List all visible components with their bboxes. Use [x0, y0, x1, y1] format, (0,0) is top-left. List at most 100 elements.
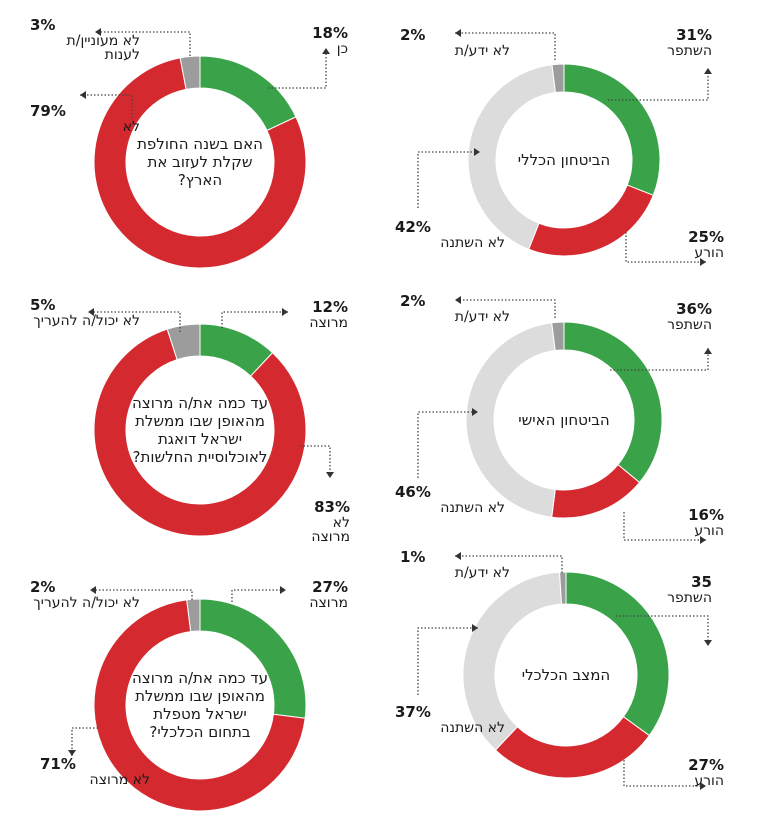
donut-4-leader-1 — [300, 445, 331, 478]
leader-arrow — [455, 296, 461, 304]
slice-percent: 3% — [30, 16, 56, 34]
donut-4-label-0: 12% מרוצה — [288, 299, 348, 331]
leader-arrow — [704, 640, 712, 646]
slice-caption: השתפר — [667, 589, 712, 606]
slice-percent: 16% — [688, 506, 724, 524]
slice-percent: 5% — [30, 296, 56, 314]
slice-caption: כן — [336, 40, 348, 57]
slice-caption: לא — [122, 118, 140, 135]
donut-3-slice-2 — [179, 55, 201, 90]
donut-0-label-0: 31% השתפר — [652, 26, 712, 59]
slice-percent: 36% — [676, 300, 712, 318]
slice-percent: 27% — [312, 578, 348, 596]
slice-caption: לא ידע/ת — [454, 42, 510, 59]
donut-1-label-2: 46% לא השתנה — [395, 483, 505, 516]
donut-3-center-title: האם בשנה החולפת שקלת לעזוב את הארץ? — [137, 135, 263, 189]
donut-3-label-0: 18% כן — [288, 25, 348, 57]
slice-caption: מרוצה — [309, 314, 348, 331]
donut-1-label-1: 16% הורע — [664, 506, 724, 539]
leader-arrow — [472, 408, 478, 416]
donut-4-label-1: 83% לא מרוצה — [290, 498, 350, 546]
donut-1-center-title: הביטחון האישי — [518, 411, 610, 429]
donut-2-center-title: המצב הכלכלי — [521, 666, 611, 684]
donut-2-label-0: 35 השתפר — [652, 573, 712, 606]
leader-arrow — [700, 536, 706, 544]
slice-caption: מרוצה — [309, 594, 348, 611]
donut-0-label-2: 42% לא השתנה — [395, 218, 505, 251]
slice-percent: 71% — [40, 755, 76, 773]
slice-percent: 83% — [314, 498, 350, 516]
donut-0-slice-3 — [551, 63, 565, 94]
slice-caption: לא השתנה — [440, 499, 505, 516]
slice-caption: לא מעוניין/ת לענות — [66, 32, 140, 64]
leader-arrow — [700, 782, 706, 790]
slice-caption: הורע — [694, 244, 724, 261]
donut-4-label-2: 5% לא יכול/ה להעריך — [30, 296, 140, 329]
slice-percent: 46% — [395, 483, 431, 501]
donut-5-label-1: 71% לא מרוצה — [40, 755, 150, 787]
leader-arrow — [90, 586, 96, 594]
slice-percent: 1% — [400, 548, 426, 566]
donut-4-slice-1 — [93, 328, 307, 537]
leader-arrow — [280, 586, 286, 594]
donut-4-leader-0 — [221, 311, 288, 328]
donut-5-label-0: 27% מרוצה — [288, 578, 348, 611]
leader-arrow — [282, 308, 288, 316]
donut-1-label-0: 36% השתפר — [652, 300, 712, 333]
slice-percent: 37% — [395, 703, 431, 721]
donut-2-label-2: 37% לא השתנה — [395, 703, 505, 736]
donut-3-leader-1 — [80, 94, 133, 118]
donut-1-leader-0 — [610, 348, 709, 371]
slice-caption: לא השתנה — [440, 719, 505, 736]
leader-arrow — [322, 48, 330, 54]
leader-arrow — [455, 552, 461, 560]
donut-2-leader-2 — [417, 627, 478, 695]
donut-3-leader-2 — [95, 31, 191, 56]
donut-4-leader-2 — [88, 311, 181, 332]
slice-percent: 31% — [676, 26, 712, 44]
slice-caption: השתפר — [667, 316, 712, 333]
slice-caption: לא מרוצה — [311, 514, 350, 546]
donut-0-leader-2 — [417, 151, 480, 208]
donut-1-leader-3 — [455, 299, 556, 318]
donut-5-label-2: 2% לא יכול/ה להעריך — [30, 578, 140, 610]
slice-percent: 2% — [400, 26, 426, 44]
slice-caption: השתפר — [667, 42, 712, 59]
leader-arrow — [80, 91, 86, 99]
slice-percent: 42% — [395, 218, 431, 236]
slice-caption: הורע — [694, 522, 724, 539]
slice-caption: הורע — [694, 772, 724, 789]
leader-arrow — [700, 258, 706, 266]
donut-2-slice-2 — [462, 571, 563, 751]
slice-percent: 2% — [30, 578, 56, 596]
donut-2-leader-1 — [623, 760, 706, 787]
slice-caption: לא ידע/ת — [454, 308, 510, 325]
donut-1-leader-2 — [417, 411, 478, 478]
donut-1-label-3: 2% לא ידע/ת — [400, 293, 510, 325]
leader-arrow — [474, 148, 480, 156]
donut-4-slice-2 — [166, 323, 201, 361]
donut-3-leader-0 — [268, 48, 327, 89]
donut-5-center-title: עד כמה את/ה מרוצה מהאופן שבו ממשלת ישראל… — [132, 669, 268, 741]
donut-1-slice-3 — [551, 321, 565, 352]
donut-2-leader-3 — [455, 555, 563, 573]
donut-5-leader-2 — [90, 589, 193, 600]
leader-arrow — [95, 28, 101, 36]
donut-0-label-3: 2% לא ידע/ת — [400, 26, 510, 59]
donut-2-label-1: 27% הורע — [664, 756, 724, 789]
leader-arrow — [326, 472, 334, 478]
donut-3-label-1: 79% לא — [30, 102, 140, 135]
donut-0-slice-2 — [467, 64, 557, 250]
leader-arrow — [704, 348, 712, 354]
donut-5-slice-1 — [93, 599, 306, 812]
donut-5-leader-0 — [231, 589, 286, 602]
slice-caption: לא יכול/ה להעריך — [33, 312, 140, 329]
slice-percent: 27% — [688, 756, 724, 774]
slice-caption: לא השתנה — [440, 234, 505, 251]
slice-percent: 79% — [30, 102, 66, 120]
slice-percent: 35 — [691, 573, 712, 591]
donut-3-label-2: 3% לא מעוניין/ת לענות — [30, 16, 140, 64]
donut-1-slice-2 — [465, 322, 556, 518]
leader-arrow — [472, 624, 478, 632]
